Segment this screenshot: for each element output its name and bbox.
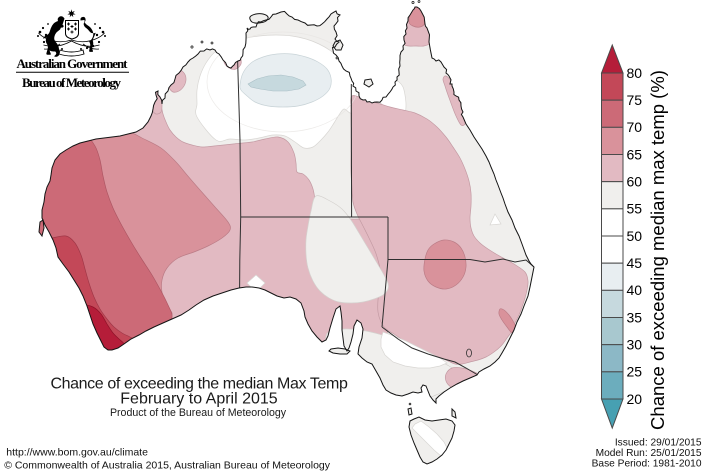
svg-text:Model Run: 25/01/2015: Model Run: 25/01/2015 — [596, 448, 702, 459]
svg-text:http://www.bom.gov.au/climate: http://www.bom.gov.au/climate — [6, 447, 148, 459]
svg-text:Australian Government: Australian Government — [17, 56, 129, 71]
svg-text:Chance of exceeding the median: Chance of exceeding the median Max Temp — [50, 376, 348, 393]
svg-text:25: 25 — [627, 364, 643, 380]
svg-text:50: 50 — [627, 228, 643, 244]
svg-text:© Commonwealth of Australia 20: © Commonwealth of Australia 2015, Austra… — [4, 459, 331, 471]
svg-text:35: 35 — [627, 309, 643, 325]
svg-text:55: 55 — [627, 201, 643, 217]
svg-text:February to April 2015: February to April 2015 — [120, 391, 278, 408]
svg-text:30: 30 — [627, 336, 643, 352]
svg-text:Chance of exceeding median max: Chance of exceeding median max temp (%) — [647, 70, 668, 430]
svg-text:Issued: 29/01/2015: Issued: 29/01/2015 — [615, 437, 702, 448]
svg-text:65: 65 — [627, 146, 643, 162]
svg-text:60: 60 — [627, 173, 643, 189]
svg-text:80: 80 — [627, 65, 643, 81]
svg-text:Base Period: 1981-2010: Base Period: 1981-2010 — [592, 459, 702, 470]
svg-text:45: 45 — [627, 255, 643, 271]
svg-text:70: 70 — [627, 119, 643, 135]
svg-text:20: 20 — [627, 391, 643, 407]
svg-text:Product of the Bureau of Meteo: Product of the Bureau of Meteorology — [110, 407, 287, 419]
svg-text:40: 40 — [627, 282, 643, 298]
svg-text:Bureau of Meteorology: Bureau of Meteorology — [22, 75, 122, 90]
svg-text:75: 75 — [627, 92, 643, 108]
